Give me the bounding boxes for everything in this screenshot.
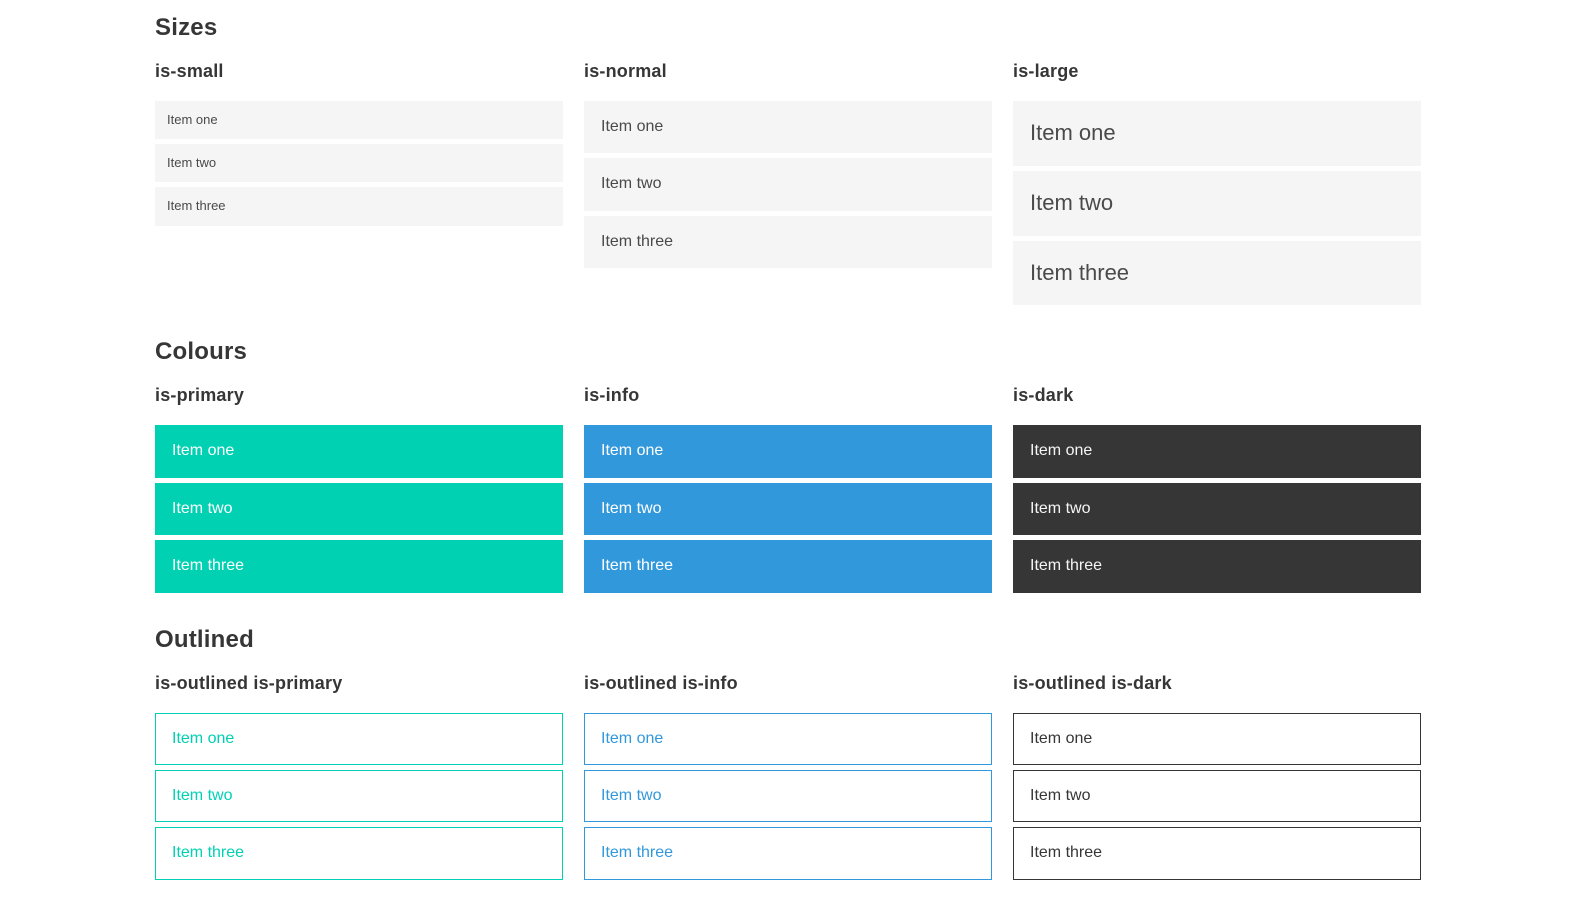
section-title-outlined: Outlined: [155, 625, 254, 653]
list-item[interactable]: Item two: [1013, 482, 1421, 536]
section-title-colours: Colours: [155, 338, 248, 366]
variant-column-is-info: is-info Item one Item two Item three: [584, 384, 992, 597]
variant-heading-is-info: is-info: [584, 385, 640, 406]
colours-grid: is-primary Item one Item two Item three …: [155, 384, 1421, 597]
section-title-sizes: Sizes: [155, 14, 218, 41]
variant-column-is-normal: is-normal Item one Item two Item three: [584, 60, 992, 273]
variant-heading-is-normal: is-normal: [584, 61, 667, 81]
list-item[interactable]: Item three: [155, 540, 563, 593]
list-item[interactable]: Item three: [584, 215, 992, 269]
list-item[interactable]: Item one: [584, 712, 992, 765]
list-item[interactable]: Item two: [155, 144, 563, 183]
list-item[interactable]: Item three: [1013, 240, 1421, 306]
list-item[interactable]: Item three: [155, 827, 563, 880]
variant-column-is-primary: is-primary Item one Item two Item three: [155, 384, 563, 597]
list-is-small: Item one Item two Item three: [155, 101, 563, 226]
list-item[interactable]: Item three: [584, 827, 992, 880]
list-item[interactable]: Item one: [155, 101, 563, 140]
list-item[interactable]: Item two: [155, 482, 563, 536]
list-outlined-primary: Item one Item two Item three: [155, 712, 563, 880]
list-item[interactable]: Item one: [155, 425, 563, 478]
list-is-normal: Item one Item two Item three: [584, 101, 992, 269]
list-is-info: Item one Item two Item three: [584, 425, 992, 593]
variant-heading-outlined-dark: is-outlined is-dark: [1013, 672, 1172, 693]
list-item[interactable]: Item three: [155, 187, 563, 226]
list-item[interactable]: Item one: [155, 712, 563, 765]
list-item[interactable]: Item two: [584, 158, 992, 211]
list-is-large: Item one Item two Item three: [1013, 101, 1421, 306]
outlined-grid: is-outlined is-primary Item one Item two…: [155, 672, 1421, 885]
variant-heading-is-dark: is-dark: [1013, 385, 1074, 406]
variant-column-outlined-dark: is-outlined is-dark Item one Item two It…: [1013, 672, 1421, 885]
list-item[interactable]: Item three: [584, 540, 992, 593]
variant-heading-is-large: is-large: [1013, 61, 1079, 81]
list-item[interactable]: Item one: [584, 425, 992, 478]
list-outlined-dark: Item one Item two Item three: [1013, 712, 1421, 880]
section-outlined: Outlined is-outlined is-primary Item one…: [155, 625, 1421, 885]
sizes-grid: is-small Item one Item two Item three is…: [155, 60, 1421, 310]
list-item[interactable]: Item one: [1013, 712, 1421, 765]
list-item[interactable]: Item two: [1013, 769, 1421, 823]
variant-heading-is-primary: is-primary: [155, 385, 245, 406]
list-outlined-info: Item one Item two Item three: [584, 712, 992, 880]
list-item[interactable]: Item two: [1013, 170, 1421, 236]
list-is-dark: Item one Item two Item three: [1013, 425, 1421, 593]
variant-heading-outlined-primary: is-outlined is-primary: [155, 672, 343, 693]
list-item[interactable]: Item two: [584, 769, 992, 823]
list-is-primary: Item one Item two Item three: [155, 425, 563, 593]
variant-heading-outlined-info: is-outlined is-info: [584, 672, 738, 693]
section-sizes: Sizes is-small Item one Item two Item th…: [155, 13, 1421, 310]
variant-heading-is-small: is-small: [155, 61, 224, 81]
list-item[interactable]: Item one: [1013, 425, 1421, 478]
list-item[interactable]: Item one: [1013, 101, 1421, 166]
variant-column-is-dark: is-dark Item one Item two Item three: [1013, 384, 1421, 597]
list-item[interactable]: Item two: [584, 482, 992, 536]
variant-column-is-small: is-small Item one Item two Item three: [155, 60, 563, 231]
list-item[interactable]: Item three: [1013, 540, 1421, 593]
variant-column-outlined-info: is-outlined is-info Item one Item two It…: [584, 672, 992, 885]
variant-column-is-large: is-large Item one Item two Item three: [1013, 60, 1421, 310]
section-colours: Colours is-primary Item one Item two Ite…: [155, 337, 1421, 597]
list-item[interactable]: Item three: [1013, 827, 1421, 880]
list-item[interactable]: Item one: [584, 101, 992, 154]
variant-column-outlined-primary: is-outlined is-primary Item one Item two…: [155, 672, 563, 885]
list-item[interactable]: Item two: [155, 769, 563, 823]
